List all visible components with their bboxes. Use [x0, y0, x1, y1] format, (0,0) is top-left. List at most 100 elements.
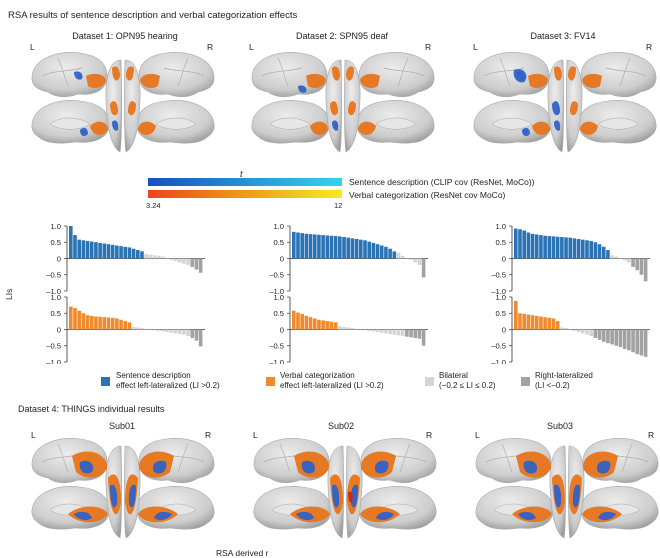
- brain-renders-dataset2: [251, 52, 435, 153]
- bar: [161, 329, 165, 332]
- bar: [115, 318, 119, 330]
- bar: [173, 258, 178, 262]
- legend-swatch-right: [521, 377, 530, 386]
- bar: [161, 256, 165, 259]
- colorbar-max-label: 12: [334, 201, 343, 210]
- y-tick-label: –1.0: [46, 358, 61, 364]
- y-tick-label: –0.5: [46, 342, 61, 351]
- hemisphere-right-label: R: [205, 430, 212, 440]
- bar: [568, 237, 573, 259]
- sentence-activation: [296, 511, 314, 521]
- bar: [514, 228, 518, 259]
- bar: [144, 253, 148, 259]
- corpus-callosum: [491, 117, 533, 130]
- bar: [73, 308, 77, 330]
- bar: [131, 326, 136, 330]
- y-tick-label: 0.5: [273, 309, 284, 318]
- bar: [198, 258, 203, 273]
- brain-renders-dataset1: [31, 52, 215, 153]
- bar: [363, 329, 367, 331]
- sulcus: [605, 67, 647, 77]
- bar: [321, 235, 325, 259]
- bar: [123, 246, 128, 259]
- bar: [555, 236, 560, 259]
- bar: [514, 300, 518, 330]
- bar: [522, 313, 526, 330]
- bar: [375, 244, 380, 259]
- bar: [606, 329, 610, 344]
- bar: [148, 329, 153, 331]
- bar: [69, 306, 73, 330]
- bar: [622, 258, 627, 261]
- legend-sentence-line2: effect left-lateralized (LI >0.2): [116, 381, 220, 390]
- bar: [292, 310, 296, 330]
- bar: [384, 329, 388, 334]
- corpus-callosum: [49, 117, 91, 130]
- bar: [572, 238, 577, 259]
- bar: [317, 319, 321, 330]
- bar: [110, 317, 115, 330]
- bar: [359, 329, 363, 331]
- bar: [119, 246, 123, 259]
- verbal-activation: [126, 66, 134, 81]
- bar: [177, 258, 182, 263]
- bar: [551, 318, 556, 330]
- bar: [375, 329, 380, 333]
- ventral-activation: [110, 101, 118, 116]
- bar: [102, 243, 107, 259]
- hemisphere-right-label: R: [426, 430, 433, 440]
- verbal-activation: [580, 121, 598, 135]
- bar: [526, 232, 531, 259]
- bar: [186, 258, 190, 265]
- bar: [367, 241, 371, 259]
- bar: [73, 235, 77, 259]
- lis-axis-text: LIs: [4, 289, 14, 300]
- bar: [576, 329, 581, 333]
- y-tick-label: 0: [502, 325, 506, 334]
- verbal-activation: [86, 73, 106, 88]
- y-tick-label: 0: [57, 254, 61, 263]
- bar: [614, 256, 619, 259]
- bar: [601, 246, 606, 259]
- sulcus: [177, 443, 189, 473]
- bar: [543, 235, 547, 259]
- legend-sentence-line1: Sentence description: [116, 371, 191, 380]
- bar: [388, 329, 392, 335]
- colorbar-stat-label: t: [240, 169, 243, 179]
- hemisphere-left-label: L: [253, 430, 258, 440]
- bar: [308, 234, 313, 259]
- legend-right-line1: Right-lateralized: [535, 371, 593, 380]
- bar: [182, 329, 186, 335]
- bar: [530, 315, 535, 330]
- legend-verbal-line2: effect left-lateralized (LI >0.2): [280, 381, 384, 390]
- verbal-activation: [358, 121, 376, 135]
- bar: [409, 329, 413, 338]
- verbal-activation: [332, 66, 340, 81]
- corpus-callosum: [269, 117, 311, 130]
- sub02-label: Sub02: [327, 421, 355, 431]
- bar: [371, 242, 376, 259]
- bar: [392, 251, 397, 259]
- bar: [98, 316, 102, 330]
- bar: [392, 329, 397, 335]
- bar: [300, 233, 304, 259]
- verbal-activation: [346, 66, 354, 81]
- hemisphere-right-label: R: [646, 42, 653, 52]
- bar: [585, 329, 589, 335]
- hemisphere-left-label: L: [31, 430, 36, 440]
- bar: [631, 329, 635, 353]
- verbal-colorbar-label: Verbal categorization (ResNet cov MoCo): [349, 190, 506, 200]
- bar: [177, 329, 182, 335]
- bar: [539, 235, 543, 259]
- bottom-cut-label: RSA derived r: [216, 548, 269, 558]
- y-tick-label: 0.5: [495, 238, 506, 247]
- y-tick-label: 0: [280, 254, 284, 263]
- bar: [589, 240, 593, 259]
- hemisphere-right-label: R: [207, 42, 214, 52]
- bar: [127, 322, 132, 330]
- bar: [639, 329, 644, 356]
- bar: [405, 329, 409, 337]
- bar: [581, 329, 585, 334]
- sub03-label: Sub03: [546, 421, 574, 431]
- brain-renders-sub02: [253, 438, 437, 539]
